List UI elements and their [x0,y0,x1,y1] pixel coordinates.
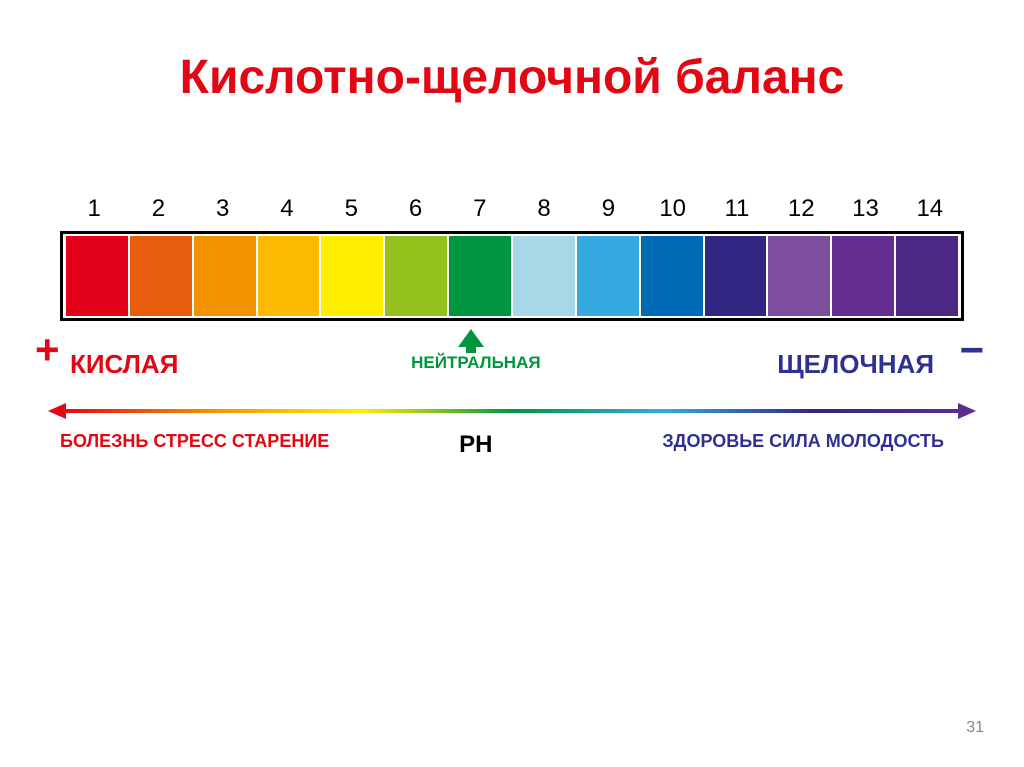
page-title: Кислотно-щелочной баланс [40,50,984,105]
plus-sign: + [35,326,60,374]
scale-number: 9 [576,195,640,223]
scale-number: 2 [126,195,190,223]
minus-sign: − [959,326,984,374]
color-swatch [768,236,830,316]
bottom-labels-row: БОЛЕЗНЬ СТРЕСС СТАРЕНИЕ PH ЗДОРОВЬЕ СИЛА… [60,431,964,461]
color-swatch [449,236,511,316]
health-labels: ЗДОРОВЬЕ СИЛА МОЛОДОСТЬ [662,431,944,452]
acid-label: КИСЛАЯ [70,349,178,380]
color-swatch [705,236,767,316]
scale-number: 8 [512,195,576,223]
color-swatch [641,236,703,316]
scale-number: 5 [319,195,383,223]
gradient-arrow-section [60,391,964,431]
diagram-container: Кислотно-щелочной баланс 123456789101112… [0,0,1024,767]
color-swatch [66,236,128,316]
color-swatch [194,236,256,316]
color-swatch [321,236,383,316]
neutral-label: НЕЙТРАЛЬНАЯ [411,353,540,373]
alkaline-label: ЩЕЛОЧНАЯ [777,349,934,380]
scale-number: 12 [769,195,833,223]
arrow-head-left-icon [48,401,68,426]
color-swatch [577,236,639,316]
ph-color-bar [60,231,964,321]
scale-number: 13 [833,195,897,223]
color-swatch [130,236,192,316]
scale-number: 4 [255,195,319,223]
scale-number: 3 [191,195,255,223]
page-number: 31 [966,719,984,737]
color-swatch [385,236,447,316]
color-swatch [832,236,894,316]
arrow-head-right-icon [956,401,976,426]
indicators-row: + − КИСЛАЯ НЕЙТРАЛЬНАЯ ЩЕЛОЧНАЯ [60,331,964,391]
gradient-line [60,409,964,413]
scale-number: 7 [448,195,512,223]
color-swatch [513,236,575,316]
ph-scale-section: 1234567891011121314 + − КИСЛАЯ НЕЙТРАЛЬН… [60,195,964,391]
scale-number: 6 [383,195,447,223]
scale-number: 14 [898,195,962,223]
color-swatch [258,236,320,316]
ph-center-label: PH [459,431,492,459]
disease-labels: БОЛЕЗНЬ СТРЕСС СТАРЕНИЕ [60,431,329,452]
scale-number: 1 [62,195,126,223]
scale-numbers-row: 1234567891011121314 [60,195,964,223]
color-swatch [896,236,958,316]
scale-number: 11 [705,195,769,223]
scale-number: 10 [641,195,705,223]
